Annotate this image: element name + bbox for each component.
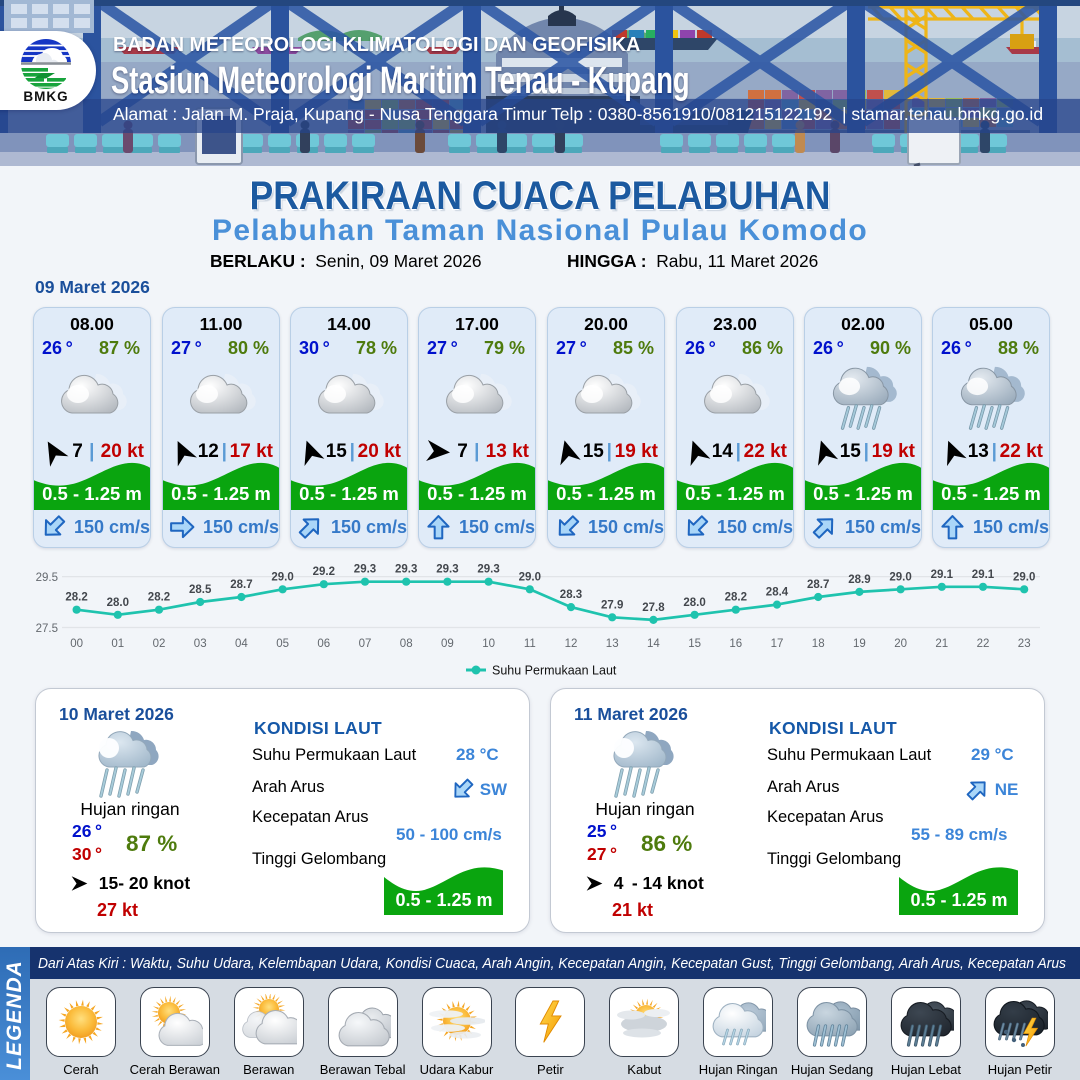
svg-text:11: 11 <box>524 638 536 650</box>
svg-text:29.3: 29.3 <box>477 564 499 576</box>
svg-text:10: 10 <box>482 638 495 650</box>
svg-text:28.9: 28.9 <box>848 574 870 586</box>
svg-text:28.2: 28.2 <box>65 592 87 604</box>
svg-text:28.2: 28.2 <box>148 592 170 604</box>
svg-text:23: 23 <box>1018 638 1031 650</box>
svg-text:27.8: 27.8 <box>642 602 665 614</box>
svg-text:29.3: 29.3 <box>395 564 417 576</box>
svg-text:03: 03 <box>194 638 207 650</box>
svg-text:27.5: 27.5 <box>36 623 58 635</box>
svg-text:28.0: 28.0 <box>683 597 705 609</box>
svg-text:29.0: 29.0 <box>889 571 911 583</box>
svg-text:28.4: 28.4 <box>766 587 789 599</box>
svg-text:06: 06 <box>317 638 330 650</box>
svg-text:20: 20 <box>894 638 907 650</box>
svg-text:28.5: 28.5 <box>189 584 212 596</box>
svg-text:28.7: 28.7 <box>230 579 252 591</box>
svg-text:04: 04 <box>235 638 248 650</box>
svg-text:29.3: 29.3 <box>436 564 458 576</box>
svg-text:21: 21 <box>935 638 948 650</box>
svg-text:28.3: 28.3 <box>560 589 582 601</box>
svg-text:29.2: 29.2 <box>313 566 335 578</box>
svg-text:29.5: 29.5 <box>36 572 58 584</box>
svg-text:29.0: 29.0 <box>1013 571 1035 583</box>
svg-text:09: 09 <box>441 638 454 650</box>
svg-text:28.7: 28.7 <box>807 579 829 591</box>
svg-text:07: 07 <box>359 638 372 650</box>
svg-text:29.1: 29.1 <box>931 569 954 581</box>
svg-text:28.2: 28.2 <box>725 592 747 604</box>
svg-text:08: 08 <box>400 638 413 650</box>
svg-text:00: 00 <box>70 638 83 650</box>
svg-text:05: 05 <box>276 638 289 650</box>
svg-text:29.3: 29.3 <box>354 564 376 576</box>
svg-text:22: 22 <box>977 638 990 650</box>
svg-text:27.9: 27.9 <box>601 599 623 611</box>
svg-text:14: 14 <box>647 638 660 650</box>
svg-text:29.0: 29.0 <box>519 571 541 583</box>
svg-text:18: 18 <box>812 638 825 650</box>
svg-text:16: 16 <box>729 638 742 650</box>
svg-text:19: 19 <box>853 638 866 650</box>
svg-text:15: 15 <box>688 638 701 650</box>
svg-text:28.0: 28.0 <box>107 597 129 609</box>
svg-text:12: 12 <box>565 638 578 650</box>
svg-text:29.0: 29.0 <box>271 571 293 583</box>
svg-text:17: 17 <box>771 638 784 650</box>
svg-text:Suhu Permukaan Laut: Suhu Permukaan Laut <box>492 664 617 678</box>
svg-text:02: 02 <box>153 638 166 650</box>
svg-text:01: 01 <box>111 638 124 650</box>
svg-text:29.1: 29.1 <box>972 569 995 581</box>
svg-text:13: 13 <box>606 638 619 650</box>
